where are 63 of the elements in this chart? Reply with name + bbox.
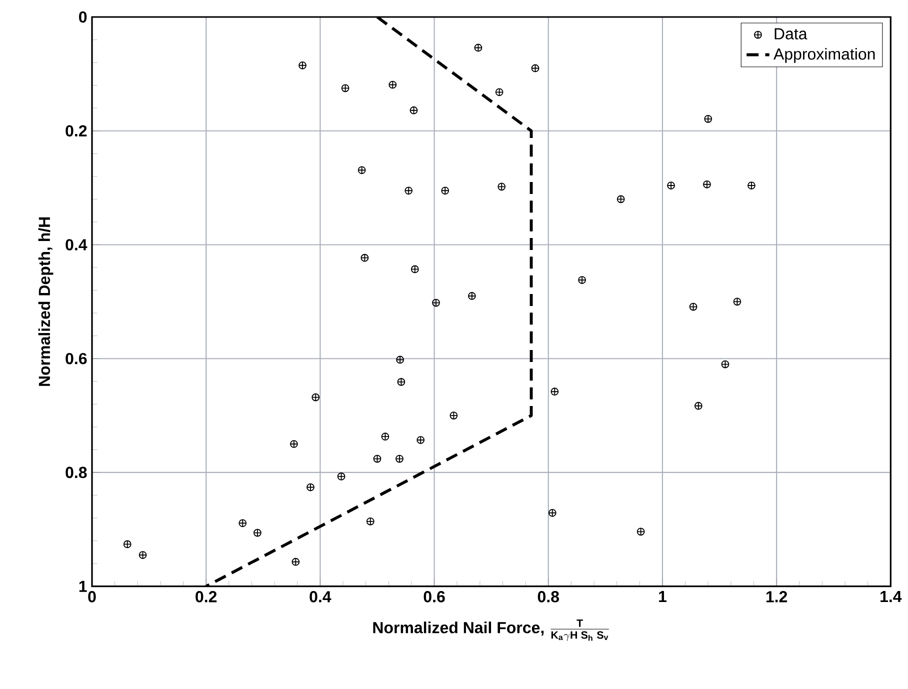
x-tick-label: 0.2 — [196, 591, 217, 602]
point — [616, 195, 625, 204]
point — [341, 84, 350, 92]
point — [298, 61, 306, 70]
point — [358, 166, 366, 174]
point — [468, 292, 476, 300]
point — [337, 472, 346, 480]
point — [397, 378, 406, 386]
x-tick-label: 0.8 — [538, 591, 560, 602]
point — [416, 436, 425, 444]
y-tick-label: 1 — [79, 580, 87, 592]
point — [721, 360, 730, 368]
point — [373, 454, 382, 463]
point — [396, 356, 404, 364]
point — [636, 528, 645, 536]
point — [441, 186, 450, 195]
x-tick-label: 1.2 — [766, 591, 788, 602]
point — [578, 276, 586, 284]
point — [733, 298, 742, 306]
point — [410, 106, 418, 114]
y-axis-title: Normalized Depth, h/H — [38, 217, 54, 386]
x-axis-title: $\textbf{Normalized Nail Force, }\frac{\mathbf{T}}{\mathbf{K_{a}}\gamma\mathbf{H\;S_{h}\;S_{v}}}$ — [373, 620, 609, 641]
y-tick-label: 0.2 — [66, 125, 87, 137]
y-tick-label: 0 — [79, 11, 87, 23]
x-tick-label: 0.6 — [424, 591, 445, 602]
point — [123, 540, 132, 548]
point — [694, 402, 702, 410]
point — [689, 302, 698, 311]
point — [498, 182, 506, 191]
point — [531, 64, 540, 72]
point — [432, 298, 440, 307]
point — [381, 432, 390, 441]
point — [410, 265, 419, 274]
y-tick-label: 0.8 — [66, 466, 87, 478]
legend-label: Data — [774, 28, 808, 40]
point — [366, 517, 374, 526]
point — [306, 483, 314, 492]
point — [404, 186, 413, 195]
point — [360, 254, 369, 262]
point — [703, 180, 711, 188]
y-tick-label: 0.4 — [66, 239, 88, 250]
point — [474, 44, 482, 52]
point — [254, 528, 262, 537]
point — [388, 80, 397, 89]
point — [667, 182, 675, 190]
point — [238, 519, 247, 528]
point — [138, 551, 147, 559]
point — [312, 393, 320, 402]
x-tick-label: 1.4 — [880, 591, 902, 602]
point — [748, 182, 756, 190]
x-tick-label: 0.4 — [310, 591, 332, 602]
point — [450, 412, 458, 420]
point — [290, 440, 298, 448]
point — [704, 114, 712, 123]
y-tick-label: 0.6 — [66, 352, 87, 364]
point — [396, 454, 404, 463]
legend-label: Approximation — [773, 48, 875, 63]
point — [548, 508, 556, 517]
point — [550, 388, 559, 396]
x-tick-label: 1 — [659, 591, 666, 602]
x-tick-label: 0 — [88, 591, 96, 602]
point — [292, 558, 300, 566]
point — [495, 88, 504, 96]
